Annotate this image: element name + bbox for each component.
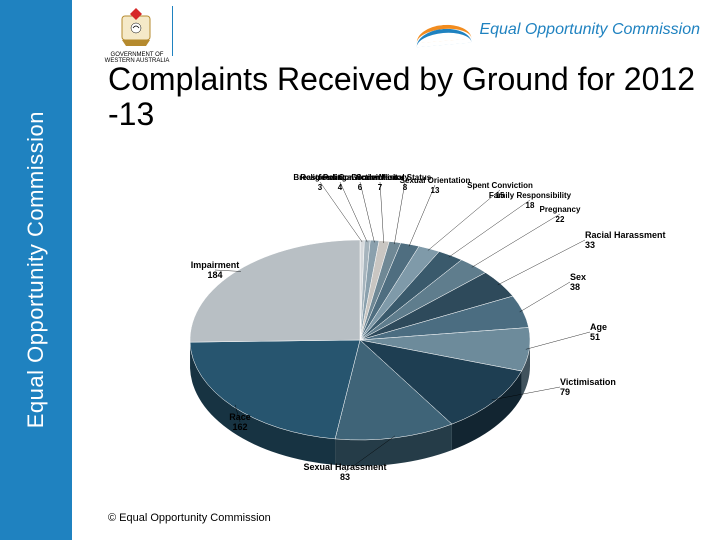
footer-copyright: © Equal Opportunity Commission	[108, 512, 271, 524]
pie-chart: Breastfeeding3Religious Conviction4Polit…	[100, 150, 700, 500]
slice-value: 184	[207, 270, 222, 280]
pie-slice	[190, 340, 360, 439]
slice-label: Pregnancy	[540, 205, 581, 214]
header: GOVERNMENT OF WESTERN AUSTRALIA Equal Op…	[72, 0, 720, 60]
slice-value: 83	[340, 472, 350, 482]
slice-label: Age	[590, 322, 607, 332]
slice-label: Race	[229, 412, 251, 422]
header-divider	[172, 6, 173, 56]
slice-value: 6	[358, 183, 363, 192]
slice-value: 4	[338, 183, 343, 192]
slice-label: Spent Conviction	[467, 181, 533, 190]
slice-value: 162	[232, 422, 247, 432]
swoosh-icon	[416, 17, 471, 43]
slice-label: Sex	[570, 272, 586, 282]
slice-label: Impairment	[191, 260, 240, 270]
slice-value: 51	[590, 332, 600, 342]
crest-logo	[112, 4, 160, 52]
pie-svg: Breastfeeding3Religious Conviction4Polit…	[100, 150, 700, 500]
page-title: Complaints Received by Ground for 2012 -…	[108, 62, 720, 132]
slice-value: 18	[526, 201, 535, 210]
sidebar: Equal Opportunity Commission	[0, 0, 72, 540]
slice-value: 13	[431, 186, 440, 195]
slice-label: Victimisation	[560, 377, 616, 387]
slice-label: Racial Harassment	[585, 230, 666, 240]
slice-value: 22	[556, 215, 565, 224]
slice-value: 33	[585, 240, 595, 250]
slice-value: 3	[318, 183, 323, 192]
pie-slice	[190, 240, 360, 342]
slice-value: 7	[378, 183, 383, 192]
logo-right: Equal Opportunity Commission	[416, 14, 700, 46]
sidebar-title: Equal Opportunity Commission	[23, 111, 49, 428]
slice-label: Family Responsibility	[489, 191, 572, 200]
logo-right-text: Equal Opportunity Commission	[479, 21, 700, 39]
slice-label: Sexual Harassment	[303, 462, 386, 472]
slice-value: 79	[560, 387, 570, 397]
slice-value: 38	[570, 282, 580, 292]
slice-label: Sexual Orientation	[400, 176, 471, 185]
